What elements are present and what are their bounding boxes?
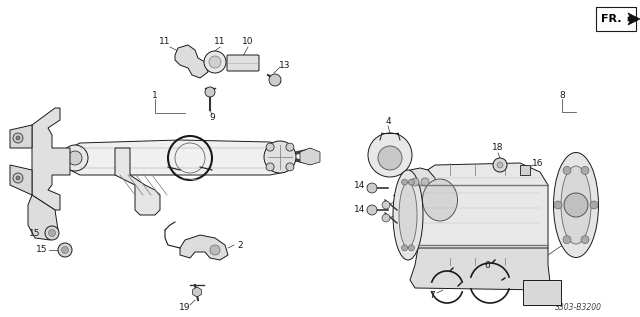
Text: 15: 15 bbox=[29, 229, 41, 237]
Polygon shape bbox=[175, 45, 208, 78]
Circle shape bbox=[49, 230, 56, 236]
Polygon shape bbox=[300, 148, 320, 165]
Text: 4: 4 bbox=[385, 118, 391, 126]
Circle shape bbox=[497, 162, 503, 168]
Circle shape bbox=[204, 51, 226, 73]
Text: 11: 11 bbox=[214, 37, 226, 47]
Text: 17: 17 bbox=[392, 196, 404, 204]
Circle shape bbox=[62, 145, 88, 171]
Ellipse shape bbox=[422, 179, 458, 221]
Circle shape bbox=[269, 74, 281, 86]
Circle shape bbox=[382, 201, 390, 209]
Circle shape bbox=[581, 236, 589, 244]
Circle shape bbox=[286, 163, 294, 171]
Text: 15: 15 bbox=[36, 245, 48, 255]
Text: 13: 13 bbox=[279, 61, 291, 69]
Circle shape bbox=[378, 146, 402, 170]
Circle shape bbox=[367, 205, 377, 215]
Polygon shape bbox=[410, 248, 550, 290]
Circle shape bbox=[58, 243, 72, 257]
Polygon shape bbox=[70, 140, 285, 175]
Text: 14: 14 bbox=[355, 180, 365, 190]
Text: 8: 8 bbox=[559, 90, 565, 100]
Circle shape bbox=[266, 163, 274, 171]
Circle shape bbox=[421, 178, 429, 186]
Polygon shape bbox=[28, 195, 58, 240]
FancyBboxPatch shape bbox=[596, 7, 636, 31]
Circle shape bbox=[13, 133, 23, 143]
Text: 7: 7 bbox=[429, 290, 435, 300]
FancyBboxPatch shape bbox=[227, 55, 259, 71]
Circle shape bbox=[411, 178, 419, 186]
Text: 6: 6 bbox=[484, 261, 490, 269]
Text: 12: 12 bbox=[549, 281, 561, 289]
Circle shape bbox=[68, 151, 82, 165]
Text: S303-B3200: S303-B3200 bbox=[555, 303, 602, 313]
Polygon shape bbox=[10, 125, 32, 148]
Circle shape bbox=[205, 87, 215, 97]
Ellipse shape bbox=[561, 166, 591, 244]
Text: 14: 14 bbox=[355, 205, 365, 215]
Text: 3: 3 bbox=[572, 236, 578, 244]
Text: 16: 16 bbox=[532, 158, 544, 167]
Circle shape bbox=[16, 136, 20, 140]
Circle shape bbox=[13, 173, 23, 183]
Circle shape bbox=[382, 214, 390, 222]
Circle shape bbox=[286, 143, 294, 151]
Circle shape bbox=[408, 179, 415, 185]
Polygon shape bbox=[32, 108, 70, 210]
Circle shape bbox=[16, 176, 20, 180]
Circle shape bbox=[554, 201, 562, 209]
Circle shape bbox=[210, 245, 220, 255]
Circle shape bbox=[581, 166, 589, 174]
Circle shape bbox=[209, 56, 221, 68]
Text: 9: 9 bbox=[209, 113, 215, 122]
Text: FR.: FR. bbox=[601, 14, 621, 24]
Ellipse shape bbox=[393, 170, 423, 260]
Text: 18: 18 bbox=[492, 144, 504, 152]
Bar bbox=[523, 280, 561, 305]
Circle shape bbox=[368, 133, 412, 177]
Text: 2: 2 bbox=[237, 241, 243, 249]
Circle shape bbox=[493, 158, 507, 172]
Circle shape bbox=[564, 193, 588, 217]
Circle shape bbox=[264, 141, 296, 173]
Text: 11: 11 bbox=[159, 37, 171, 47]
Circle shape bbox=[401, 245, 408, 251]
Polygon shape bbox=[405, 168, 435, 200]
Text: 10: 10 bbox=[243, 37, 253, 47]
Circle shape bbox=[563, 236, 571, 244]
Circle shape bbox=[563, 166, 571, 174]
Circle shape bbox=[401, 179, 408, 185]
Text: 19: 19 bbox=[179, 302, 191, 312]
Text: 1: 1 bbox=[152, 90, 158, 100]
Circle shape bbox=[408, 245, 415, 251]
Ellipse shape bbox=[399, 183, 417, 248]
Ellipse shape bbox=[554, 152, 598, 257]
Polygon shape bbox=[628, 13, 640, 25]
Text: 17: 17 bbox=[392, 210, 404, 219]
Circle shape bbox=[45, 226, 59, 240]
Circle shape bbox=[266, 143, 274, 151]
Circle shape bbox=[367, 183, 377, 193]
Polygon shape bbox=[10, 165, 32, 195]
Polygon shape bbox=[115, 148, 160, 215]
Bar bbox=[520, 165, 530, 175]
Polygon shape bbox=[415, 163, 548, 265]
Polygon shape bbox=[180, 235, 228, 260]
Circle shape bbox=[590, 201, 598, 209]
Circle shape bbox=[61, 247, 68, 254]
Text: 5: 5 bbox=[445, 173, 451, 183]
